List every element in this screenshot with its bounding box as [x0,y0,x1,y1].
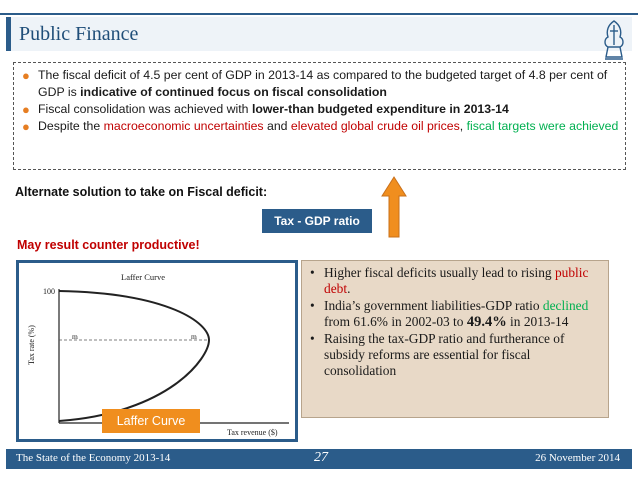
key-points-box: ● The fiscal deficit of 4.5 per cent of … [13,62,626,170]
key-point-emphasis: indicative of continued focus on fiscal … [80,85,387,99]
laffer-x-label: Tax revenue ($) [227,428,278,437]
info-point: • Raising the tax-GDP ratio and furthera… [310,331,604,379]
laffer-curve-tag: Laffer Curve [102,409,200,433]
footer-title: The State of the Economy 2013-14 [16,452,171,464]
key-point: ● Despite the macroeconomic uncertaintie… [22,118,619,135]
orange-dot-icon: ● [22,119,30,134]
laffer-curve-figure: Laffer Curve Tax rate (%) 100 m m Tax re… [16,260,298,442]
info-text: in 2013-14 [506,314,569,329]
up-arrow-icon [381,176,407,238]
footer-date: 26 November 2014 [535,452,620,464]
info-point: • Higher fiscal deficits usually lead to… [310,265,604,297]
laffer-title: Laffer Curve [121,272,165,282]
key-point: ● The fiscal deficit of 4.5 per cent of … [22,67,619,101]
info-text: from 61.6% in 2002-03 to [324,314,467,329]
slide-header: Public Finance [6,17,632,60]
key-point-text: Fiscal consolidation was achieved with [38,102,252,116]
info-emphasis: 49.4% [466,314,507,330]
laffer-y-label: Tax rate (%) [27,325,36,365]
key-point: ● Fiscal consolidation was achieved with… [22,101,619,118]
warning-text: May result counter productive! [17,238,200,252]
emblem-logo-icon [604,20,624,60]
key-point-text: , [459,119,467,133]
key-point-red-text: elevated global crude oil prices [290,119,460,133]
bullet-dot-icon: • [310,331,315,346]
alternate-solution-label: Alternate solution to take on Fiscal def… [15,185,268,199]
page-number: 27 [314,450,328,465]
info-point: • India’s government liabilities-GDP rat… [310,298,604,330]
key-point-text: and [263,119,291,133]
orange-dot-icon: ● [22,102,30,117]
info-text: Higher fiscal deficits usually lead to r… [324,265,555,280]
laffer-m-label-right: m [191,332,197,341]
slide-footer: The State of the Economy 2013-14 27 26 N… [6,449,632,469]
laffer-curve-line [58,290,211,422]
info-green-text: declined [542,298,589,313]
key-point-emphasis: lower-than budgeted expenditure in 2013-… [251,102,509,116]
tax-gdp-ratio-box: Tax - GDP ratio [262,209,372,233]
key-point-text: The fiscal deficit of 4.5 per cent of GD… [38,68,608,99]
laffer-top-tick: 100 [43,287,55,296]
info-text: India’s government liabilities-GDP ratio [324,298,543,313]
laffer-m-label-left: m [72,332,78,341]
info-red-text: public debt [324,265,589,296]
key-point-green-text: fiscal targets were achieved [466,119,619,133]
orange-dot-icon: ● [22,68,30,83]
info-text: Raising the tax-GDP ratio and furtheranc… [324,331,565,378]
bullet-dot-icon: • [310,298,315,313]
page-title: Public Finance [19,23,139,45]
bullet-dot-icon: • [310,265,315,280]
info-box: • Higher fiscal deficits usually lead to… [301,260,609,418]
info-text: . [347,281,351,296]
key-point-red-text: macroeconomic uncertainties [103,119,264,133]
key-point-text: Despite the [38,119,104,133]
top-rule [0,13,638,15]
